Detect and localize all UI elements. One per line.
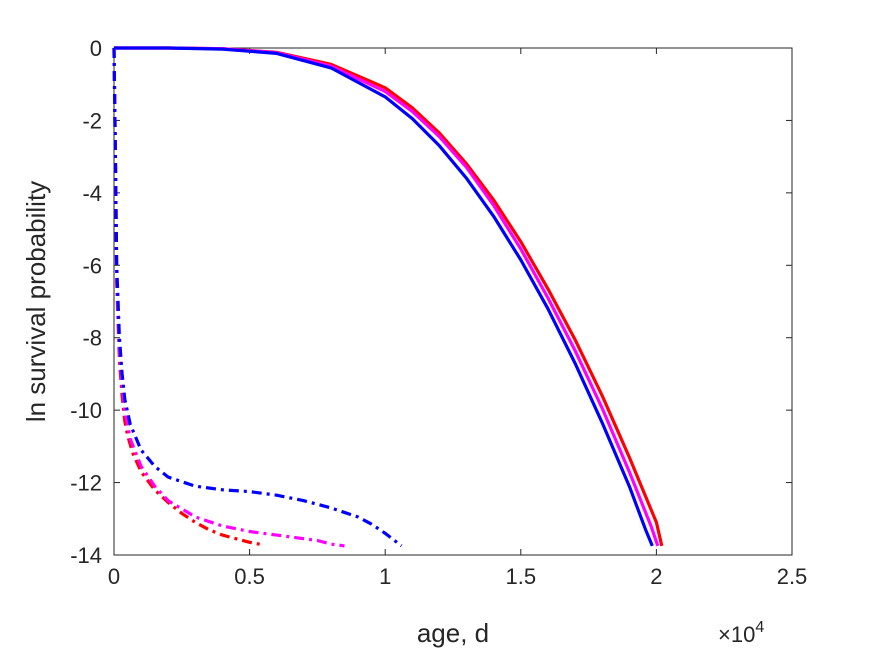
x-tick-label: 2 bbox=[650, 564, 662, 589]
y-tick-label: -2 bbox=[82, 108, 102, 133]
y-tick-label: -10 bbox=[70, 398, 102, 423]
series-layer bbox=[112, 46, 664, 548]
x-tick-label: 2.5 bbox=[777, 564, 808, 589]
x-axis: 0 0.5 1 1.5 2 2.5 bbox=[108, 48, 807, 589]
y-tick-label: -8 bbox=[82, 326, 102, 351]
y-tick-label: -4 bbox=[82, 181, 102, 206]
y-axis: 0 -2 -4 -6 -8 -10 -12 -14 bbox=[70, 36, 792, 568]
x-tick-label: 0.5 bbox=[234, 564, 265, 589]
y-axis-label: ln survival probability bbox=[21, 181, 51, 422]
x-axis-exponent: ×104 bbox=[718, 619, 764, 647]
x-axis-exponent-power: 4 bbox=[755, 619, 764, 636]
y-tick-label: -12 bbox=[70, 471, 102, 496]
plot-frame bbox=[113, 47, 793, 556]
x-tick-label: 0 bbox=[108, 564, 120, 589]
x-axis-exponent-base: ×10 bbox=[718, 622, 755, 647]
y-tick-label: 0 bbox=[90, 36, 102, 61]
series-line bbox=[114, 46, 654, 547]
y-tick-label: -6 bbox=[82, 253, 102, 278]
series-line bbox=[112, 47, 264, 547]
x-tick-label: 1.5 bbox=[506, 564, 537, 589]
x-tick-label: 1 bbox=[379, 564, 391, 589]
y-tick-label: -14 bbox=[70, 543, 102, 568]
x-axis-label: age, d bbox=[417, 618, 489, 648]
